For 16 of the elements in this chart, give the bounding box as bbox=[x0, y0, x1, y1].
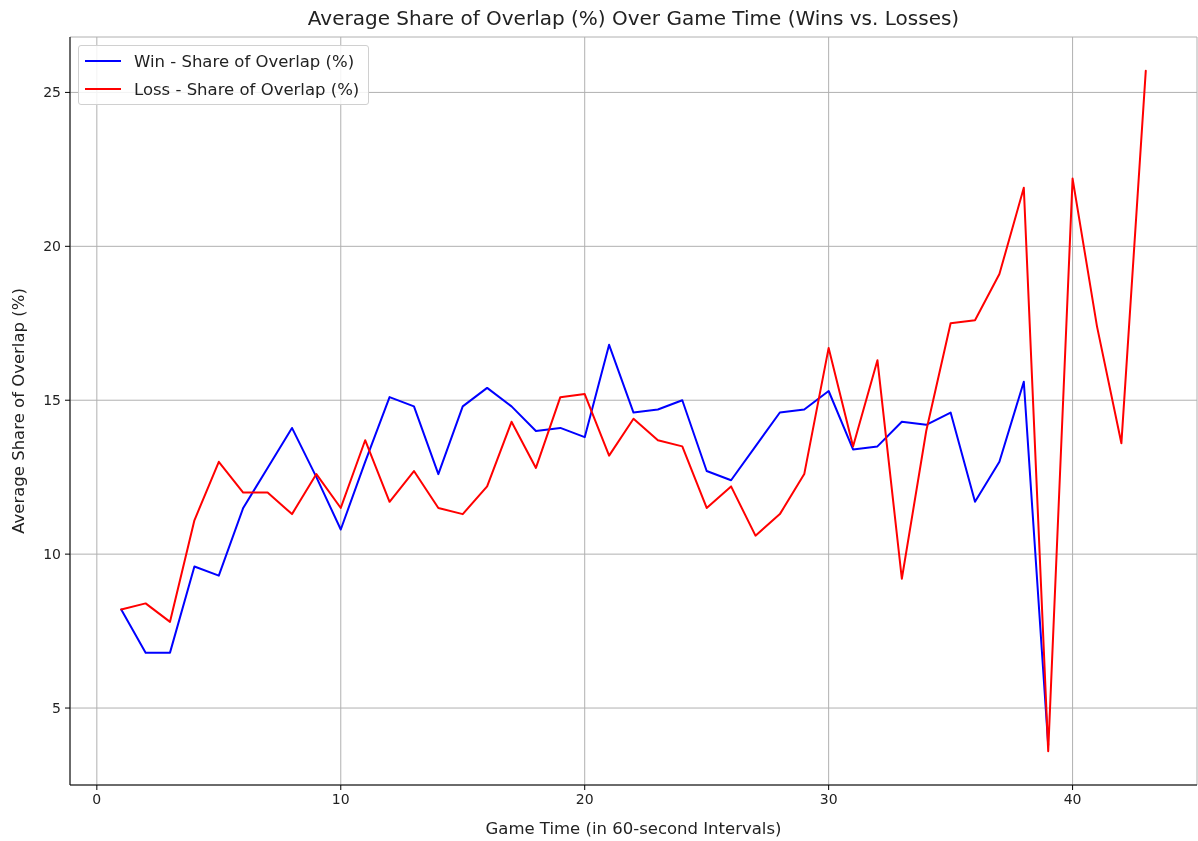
legend-label: Loss - Share of Overlap (%) bbox=[134, 79, 360, 99]
chart-title: Average Share of Overlap (%) Over Game Time (Wins vs. Losses) bbox=[306, 5, 961, 31]
x-tick-label: 0 bbox=[92, 790, 102, 807]
y-tick-label: 10 bbox=[43, 546, 61, 563]
x-tick-label: 40 bbox=[1063, 790, 1082, 807]
x-axis-title: Game Time (in 60-second Intervals) bbox=[485, 819, 782, 838]
x-tick-label: 20 bbox=[575, 790, 594, 807]
legend-label: Win - Share of Overlap (%) bbox=[134, 51, 355, 71]
x-tick-label: 10 bbox=[331, 790, 350, 807]
y-tick-label: 5 bbox=[52, 700, 61, 717]
line-series bbox=[120, 69, 1147, 753]
y-axis-title: Average Share of Overlap (%) bbox=[8, 288, 28, 534]
y-tick-label: 25 bbox=[43, 84, 61, 101]
y-tick-label: 15 bbox=[43, 392, 61, 409]
y-tick-label: 20 bbox=[43, 238, 61, 255]
x-tick-label: 30 bbox=[819, 790, 838, 807]
